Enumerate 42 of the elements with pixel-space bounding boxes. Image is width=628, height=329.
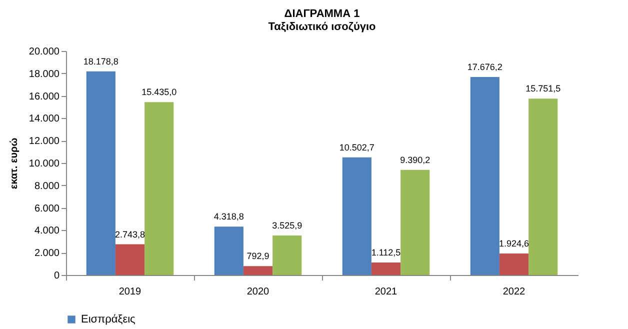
y-tick-label: 16.000 xyxy=(28,91,60,102)
x-tick-label: 2022 xyxy=(502,286,526,298)
chart-subtitle: Ταξιδιωτικό ισοζύγιο xyxy=(268,21,376,33)
data-label: 792,9 xyxy=(246,251,270,262)
bar xyxy=(272,236,302,275)
bar xyxy=(499,253,529,275)
y-tick-label: 12.000 xyxy=(28,136,60,148)
y-tick-label: 8.000 xyxy=(34,180,60,192)
data-label: 4.318,8 xyxy=(214,212,244,222)
bar xyxy=(528,98,558,275)
data-label: 3.525,9 xyxy=(272,220,302,231)
bar xyxy=(144,102,174,275)
bar xyxy=(342,157,372,275)
data-label: 18.178,8 xyxy=(83,56,118,66)
y-tick-label: 20.000 xyxy=(28,46,60,58)
data-label: 1.924,6 xyxy=(498,238,530,248)
data-label: 10.502,7 xyxy=(339,142,374,152)
bar xyxy=(86,71,116,275)
data-label: 17.676,2 xyxy=(467,62,502,72)
chart-title: ΔΙΑΓΡΑΜΜΑ 1 xyxy=(284,8,360,20)
y-tick-label: 18.000 xyxy=(28,68,60,80)
y-tick-label: 6.000 xyxy=(34,203,60,214)
legend-label: Εισπράξεις xyxy=(81,314,136,326)
y-tick-label: 0 xyxy=(54,270,60,282)
bar xyxy=(243,266,273,275)
bar xyxy=(214,226,244,275)
x-tick-label: 2021 xyxy=(374,286,398,298)
data-label: 15.751,5 xyxy=(526,84,561,94)
x-tick-label: 2019 xyxy=(118,286,142,298)
data-label: 15.435,0 xyxy=(142,87,177,98)
y-axis-title: εκατ. ευρώ xyxy=(8,137,20,190)
data-label: 9.390,2 xyxy=(400,154,430,165)
y-tick-label: 10.000 xyxy=(28,158,60,170)
bar xyxy=(371,262,401,275)
bar xyxy=(470,77,500,275)
y-tick-label: 4.000 xyxy=(34,226,60,237)
y-tick-label: 14.000 xyxy=(28,114,60,125)
y-tick-label: 2.000 xyxy=(34,248,60,260)
data-label: 1.112,5 xyxy=(371,248,401,258)
x-tick-label: 2020 xyxy=(246,286,270,298)
bar xyxy=(400,170,430,275)
bar xyxy=(115,244,145,275)
